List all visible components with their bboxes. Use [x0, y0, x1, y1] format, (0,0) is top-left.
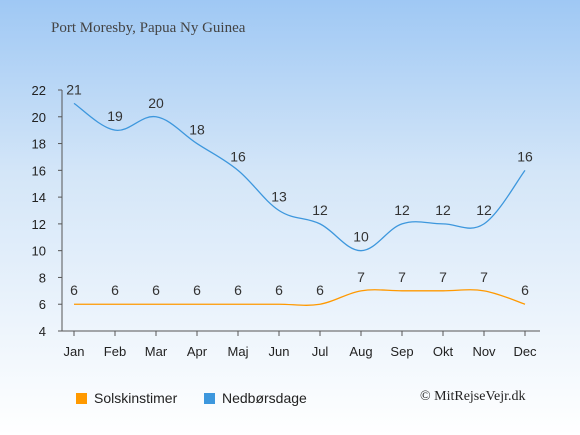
data-label-sun: 6 [152, 282, 160, 298]
series-line-sun [73, 289, 526, 306]
y-tick-label: 8 [39, 270, 46, 285]
legend-item-sun: Solskinstimer [76, 390, 177, 406]
x-tick-label: Jun [269, 344, 290, 359]
y-tick-label: 4 [39, 324, 46, 339]
x-tick-label: Nov [472, 344, 496, 359]
data-label-rain: 12 [394, 202, 410, 218]
y-tick-label: 14 [32, 190, 46, 205]
data-label-sun: 6 [234, 282, 242, 298]
data-label-sun: 7 [398, 269, 406, 285]
y-tick-label: 10 [32, 244, 46, 259]
data-label-sun: 6 [316, 282, 324, 298]
chart-title: Port Moresby, Papua Ny Guinea [51, 20, 246, 36]
series-line-rain [73, 102, 526, 252]
data-label-sun: 7 [439, 269, 447, 285]
y-tick-label: 20 [32, 110, 46, 125]
x-tick-label: Mar [145, 344, 168, 359]
x-tick-label: Dec [513, 344, 537, 359]
legend-swatch-rain [204, 392, 215, 404]
data-label-sun: 6 [193, 282, 201, 298]
data-label-rain: 18 [189, 122, 205, 138]
data-label-rain: 21 [66, 81, 82, 97]
data-label-rain: 19 [107, 108, 123, 124]
data-label-rain: 12 [312, 202, 328, 218]
y-tick-label: 18 [32, 137, 46, 152]
y-tick-label: 6 [39, 297, 46, 312]
data-label-rain: 20 [148, 95, 164, 111]
data-label-sun: 6 [275, 282, 283, 298]
legend-item-rain: Nedbørsdage [204, 390, 307, 406]
legend-label-rain: Nedbørsdage [222, 390, 307, 406]
data-label-rain: 12 [435, 202, 451, 218]
x-tick-label: Sep [390, 344, 413, 359]
y-tick-label: 12 [32, 217, 46, 232]
data-label-rain: 16 [517, 148, 533, 164]
y-tick-label: 22 [32, 83, 46, 98]
data-label-rain: 10 [353, 229, 369, 245]
legend-swatch-sun [76, 392, 87, 404]
legend-label-sun: Solskinstimer [94, 390, 178, 406]
data-label-sun: 6 [111, 282, 119, 298]
data-label-sun: 6 [521, 282, 529, 298]
data-label-sun: 7 [357, 269, 365, 285]
x-tick-label: Jan [64, 344, 85, 359]
x-tick-label: Apr [187, 344, 208, 359]
data-label-sun: 6 [70, 282, 78, 298]
x-tick-label: Okt [433, 344, 454, 359]
data-label-rain: 16 [230, 148, 246, 164]
x-tick-label: Jul [312, 344, 329, 359]
x-tick-label: Maj [228, 344, 249, 359]
credit-text: © MitRejseVejr.dk [420, 389, 526, 404]
x-tick-label: Feb [104, 344, 126, 359]
x-tick-label: Aug [349, 344, 372, 359]
data-label-rain: 12 [476, 202, 492, 218]
data-label-rain: 13 [271, 189, 287, 205]
data-label-sun: 7 [480, 269, 488, 285]
y-tick-label: 16 [32, 163, 46, 178]
